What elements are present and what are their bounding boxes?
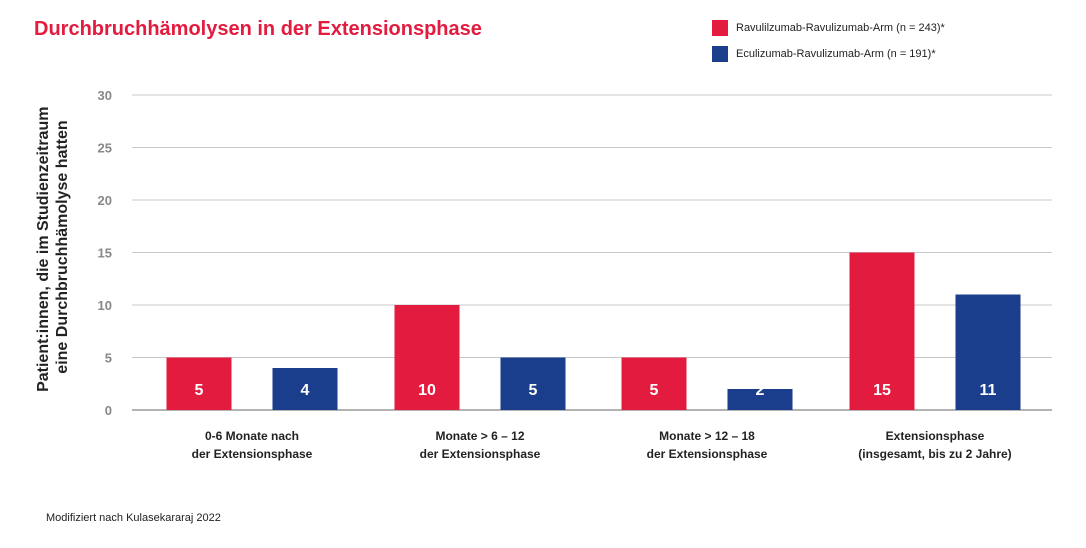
bar-value-label: 2 (756, 382, 765, 399)
y-tick-label: 30 (98, 88, 112, 103)
y-tick-label: 25 (98, 141, 112, 156)
bar-series-2-cat-1 (272, 368, 338, 410)
bar-series-2-cat-3 (727, 389, 793, 410)
bar-series-1-cat-4 (849, 252, 915, 410)
x-tick-label: Monate > 12 – 18 (659, 429, 755, 443)
bar-series-1-cat-1 (166, 357, 232, 410)
y-tick-label: 15 (98, 246, 112, 261)
x-axis-labels: 0-6 Monate nach der Extensionsphase Monate… (192, 429, 1012, 461)
y-axis-ticks: 0 5 10 15 20 25 30 (98, 88, 112, 418)
y-axis-label-line-2: eine Durchbruchhämolyse hatten (54, 120, 71, 373)
legend: Ravulilzumab-Ravulizumab-Arm (n = 243)* … (712, 20, 945, 72)
bar-series-2-cat-2 (500, 357, 566, 410)
x-tick-label: Monate > 6 – 12 (435, 429, 524, 443)
bar-value-label: 4 (301, 382, 310, 399)
bar-value-label: 15 (873, 382, 891, 399)
legend-label-series-1: Ravulilzumab-Ravulizumab-Arm (n = 243)* (736, 22, 945, 34)
bar-series-1-cat-3 (621, 357, 687, 410)
bar-value-label: 5 (529, 382, 538, 399)
bar-value-label: 11 (980, 382, 997, 399)
legend-item-series-1: Ravulilzumab-Ravulizumab-Arm (n = 243)* (712, 20, 945, 36)
legend-label-series-2: Eculizumab-Ravulizumab-Arm (n = 191)* (736, 48, 936, 60)
y-tick-label: 20 (98, 193, 112, 208)
legend-swatch-series-2 (712, 46, 728, 62)
x-tick-label: 0-6 Monate nach (205, 429, 299, 443)
source-note: Modifiziert nach Kulasekararaj 2022 (46, 512, 221, 524)
chart-title: Durchbruchhämolysen in der Extensionspha… (34, 18, 482, 40)
bars: 5 4 10 5 5 2 15 11 (166, 252, 1021, 410)
x-tick-label: Extensionsphase (886, 429, 985, 443)
bar-series-1-cat-2 (394, 305, 460, 410)
x-tick-label: (insgesamt, bis zu 2 Jahre) (858, 447, 1011, 461)
y-axis-label: Patient:innen, die im Studienzeitraum ei… (35, 102, 71, 392)
bar-value-label: 10 (418, 382, 436, 399)
y-tick-label: 10 (98, 298, 112, 313)
y-tick-label: 5 (105, 351, 112, 366)
bar-value-label: 5 (650, 382, 659, 399)
legend-swatch-series-1 (712, 20, 728, 36)
x-tick-label: der Extensionsphase (192, 447, 313, 461)
bar-value-label: 5 (195, 382, 204, 399)
x-tick-label: der Extensionsphase (647, 447, 768, 461)
y-tick-label: 0 (105, 403, 112, 418)
x-tick-label: der Extensionsphase (420, 447, 541, 461)
bar-series-2-cat-4 (955, 294, 1021, 410)
y-axis-label-line-1: Patient:innen, die im Studienzeitraum (35, 107, 52, 392)
legend-item-series-2: Eculizumab-Ravulizumab-Arm (n = 191)* (712, 46, 945, 62)
